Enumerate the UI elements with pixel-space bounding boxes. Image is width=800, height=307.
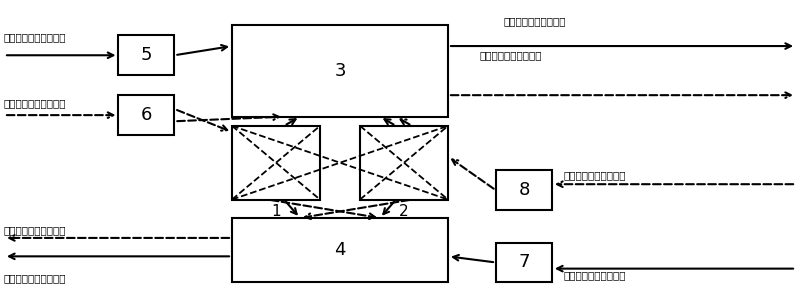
Text: 3: 3 [334, 62, 346, 80]
Bar [232, 218, 448, 282]
Text: 左端线路工作通路输入: 左端线路工作通路输入 [4, 32, 66, 42]
Bar [232, 25, 448, 117]
Text: 右端线路保护通路输出: 右端线路保护通路输出 [480, 50, 542, 60]
Bar [360, 126, 448, 200]
Text: 5: 5 [141, 46, 152, 64]
Text: 右端线路工作通路输出: 右端线路工作通路输出 [504, 17, 566, 26]
Text: 右端线路工作通路输入: 右端线路工作通路输入 [564, 270, 626, 280]
Bar [118, 35, 174, 75]
Bar [496, 243, 552, 282]
Bar [496, 170, 552, 210]
Text: 7: 7 [518, 254, 530, 271]
Text: 6: 6 [141, 106, 152, 124]
Text: 右端线路保护通路输入: 右端线路保护通路输入 [564, 170, 626, 180]
Text: 2: 2 [399, 204, 409, 219]
Text: 1: 1 [271, 204, 281, 219]
Text: 左端线路工作通路输出: 左端线路工作通路输出 [4, 273, 66, 283]
Text: 左端线路保护通路输入: 左端线路保护通路输入 [4, 98, 66, 108]
Text: 8: 8 [518, 181, 530, 199]
Bar [118, 95, 174, 135]
Text: 左端线路保护通路输出: 左端线路保护通路输出 [4, 225, 66, 235]
Bar [232, 126, 320, 200]
Text: 4: 4 [334, 241, 346, 259]
